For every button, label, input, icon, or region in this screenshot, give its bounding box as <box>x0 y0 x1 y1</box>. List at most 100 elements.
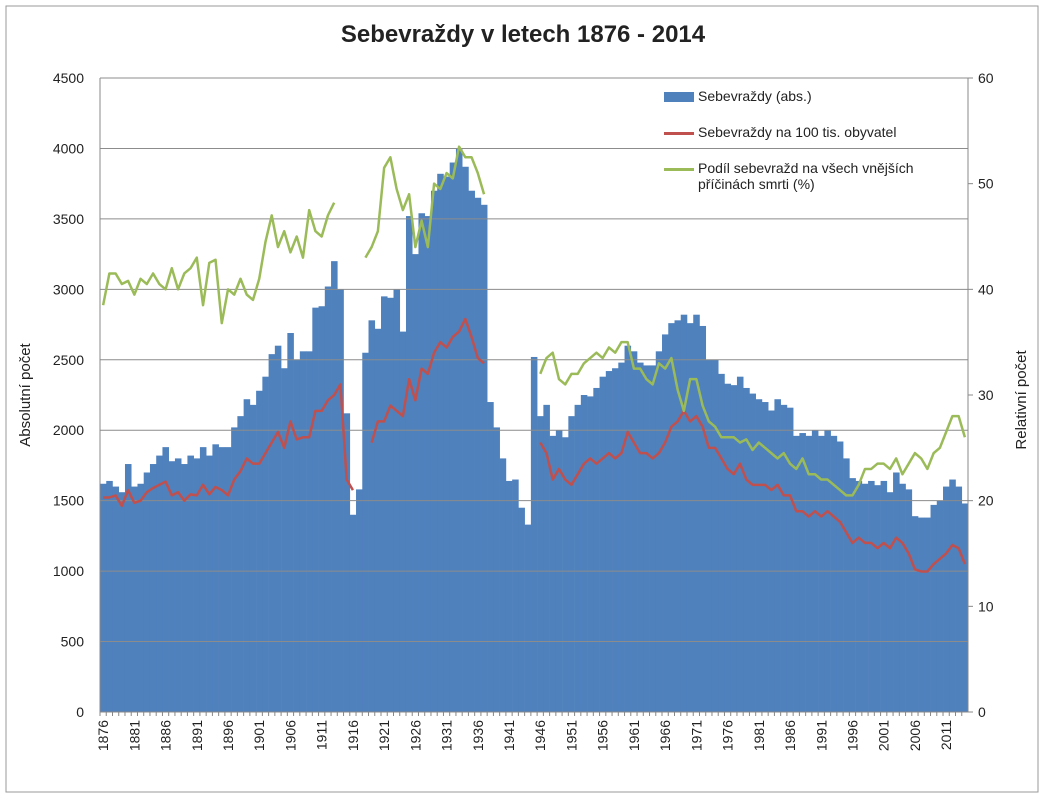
bar <box>643 365 650 712</box>
bar <box>318 306 326 712</box>
x-tick-label: 1976 <box>720 720 736 751</box>
bar <box>118 492 126 712</box>
legend-swatch <box>664 132 694 135</box>
x-tick-label: 1966 <box>657 720 673 751</box>
bar <box>849 478 856 712</box>
bar <box>199 447 207 712</box>
bar <box>543 404 550 712</box>
bar <box>462 166 469 712</box>
legend: Sebevraždy (abs.) Sebevraždy na 100 tis. … <box>664 88 954 212</box>
y-tick-label: 0 <box>76 704 84 720</box>
x-tick-label: 1876 <box>95 720 111 751</box>
bar <box>274 345 282 712</box>
legend-swatch <box>664 92 694 102</box>
x-tick-label: 1906 <box>282 720 298 751</box>
bar <box>805 435 813 712</box>
bar <box>293 359 301 712</box>
bar <box>512 479 519 712</box>
x-tick-label: 1951 <box>563 720 579 751</box>
x-tick-label: 1956 <box>595 720 611 751</box>
bar <box>905 489 913 712</box>
bar <box>324 286 332 712</box>
bar <box>593 387 600 712</box>
bar <box>855 480 863 712</box>
bar <box>699 325 707 712</box>
bar <box>306 351 313 712</box>
x-tick-label: 1921 <box>376 720 392 751</box>
y-tick-label: 1000 <box>53 563 84 579</box>
bar <box>830 435 838 712</box>
bar <box>362 352 369 712</box>
bar <box>668 323 675 712</box>
y-axis-label: Absolutní počet <box>17 342 34 446</box>
bar <box>187 455 194 712</box>
frame <box>5 5 1039 793</box>
bar <box>480 204 488 713</box>
x-tick-label: 1881 <box>126 720 142 751</box>
bar <box>674 320 682 712</box>
bar <box>530 356 538 712</box>
bar <box>874 485 881 712</box>
bar <box>443 176 450 713</box>
bar <box>405 216 413 712</box>
bar <box>281 368 288 712</box>
bar <box>818 435 825 712</box>
bar <box>112 486 120 712</box>
bar <box>268 354 276 712</box>
y2-tick-label: 60 <box>978 70 994 86</box>
bar <box>893 472 900 712</box>
bar <box>499 458 507 712</box>
bar <box>768 410 775 712</box>
bar <box>131 486 138 712</box>
bar <box>468 190 475 712</box>
bar <box>231 427 238 712</box>
bar <box>861 483 869 712</box>
bar <box>886 492 894 712</box>
bar <box>424 216 432 712</box>
y-tick-label: 1500 <box>53 493 84 509</box>
legend-label: Podíl sebevražd na všech vnějších příčin… <box>698 160 914 192</box>
chart-title: Sebevraždy v letech 1876 - 2014 <box>341 21 706 48</box>
bar <box>724 383 732 712</box>
bar <box>612 368 619 712</box>
bar <box>705 359 713 712</box>
x-tick-label: 1981 <box>751 720 767 751</box>
bar <box>736 376 744 712</box>
bar <box>580 395 588 712</box>
bar <box>399 331 407 712</box>
bar <box>562 437 569 712</box>
bar <box>911 516 919 712</box>
bar <box>218 447 226 712</box>
bar <box>711 359 719 712</box>
bar <box>212 444 219 712</box>
y2-axis-label: Relativní počet <box>1013 350 1030 450</box>
bar <box>524 524 532 712</box>
legend-label: Sebevraždy na 100 tis. obyvatel <box>698 124 897 140</box>
bar <box>193 458 201 712</box>
x-tick-label: 1931 <box>439 720 455 751</box>
bar <box>343 413 351 712</box>
bar <box>836 441 844 712</box>
x-tick-label: 1946 <box>532 720 548 751</box>
bar <box>224 447 232 712</box>
bar <box>356 489 363 712</box>
bar <box>936 500 944 712</box>
bar <box>755 399 763 712</box>
bar <box>955 486 963 712</box>
bar <box>799 433 806 712</box>
x-tick-label: 2011 <box>938 720 954 750</box>
x-tick-label: 2006 <box>907 720 923 751</box>
bar <box>930 504 938 712</box>
bar <box>418 213 426 712</box>
legend-label: Sebevraždy (abs.) <box>698 88 812 104</box>
bar <box>181 464 188 712</box>
bar <box>749 393 756 712</box>
legend-item: Podíl sebevražd na všech vnějších příčin… <box>664 160 954 192</box>
bar <box>237 416 244 712</box>
bar <box>493 427 500 712</box>
bar <box>686 323 694 712</box>
bar <box>918 517 925 712</box>
legend-swatch <box>664 168 694 171</box>
x-tick-label: 1896 <box>220 720 236 751</box>
